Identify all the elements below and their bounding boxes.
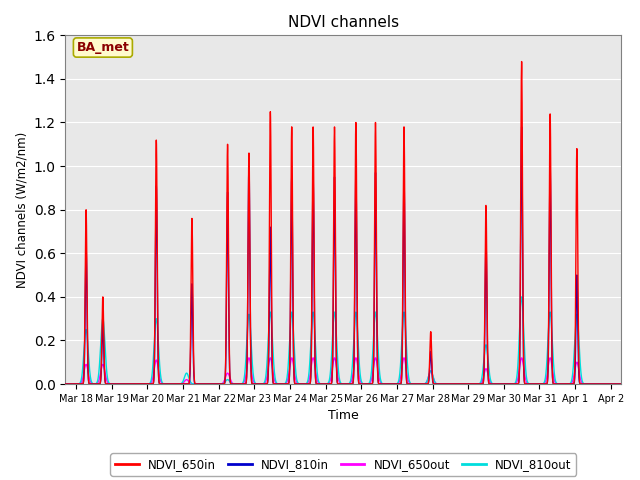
X-axis label: Time: Time [328, 409, 359, 422]
Text: BA_met: BA_met [77, 41, 129, 54]
Legend: NDVI_650in, NDVI_810in, NDVI_650out, NDVI_810out: NDVI_650in, NDVI_810in, NDVI_650out, NDV… [110, 453, 577, 476]
Y-axis label: NDVI channels (W/m2/nm): NDVI channels (W/m2/nm) [15, 132, 28, 288]
Title: NDVI channels: NDVI channels [288, 15, 399, 30]
